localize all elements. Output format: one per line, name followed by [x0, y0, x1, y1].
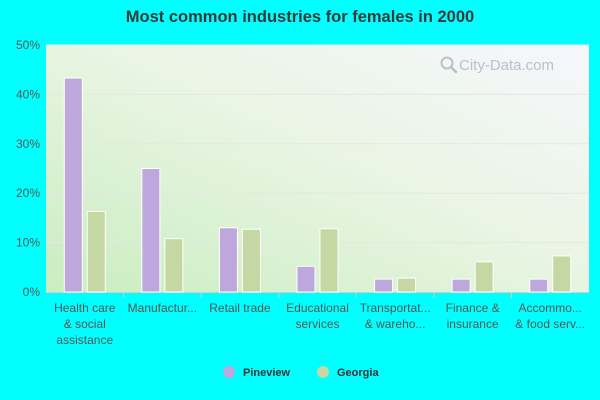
legend-label-pineview: Pineview	[243, 367, 291, 379]
bar-pineview-3[interactable]	[296, 265, 316, 293]
bar-georgia-1[interactable]	[164, 238, 184, 293]
bar-pineview-0[interactable]	[63, 77, 83, 293]
x-category-label: & food serv...	[515, 317, 585, 331]
legend-label-georgia: Georgia	[337, 367, 379, 379]
x-category-label: Retail trade	[209, 301, 271, 315]
bar-georgia-2[interactable]	[241, 228, 261, 293]
y-tick-label: 0%	[23, 285, 41, 299]
bar-pineview-2[interactable]	[218, 227, 238, 293]
x-category-label: Health care	[54, 301, 116, 315]
x-category-label: services	[295, 317, 339, 331]
x-category-label: insurance	[447, 317, 499, 331]
legend-swatch-georgia	[317, 366, 329, 378]
watermark-text: City-Data.com	[459, 57, 554, 74]
y-tick-label: 40%	[16, 87, 40, 101]
y-tick-label: 50%	[16, 38, 40, 52]
y-tick-label: 10%	[16, 236, 40, 250]
x-category-label: & social	[64, 317, 106, 331]
bar-georgia-5[interactable]	[474, 261, 494, 293]
x-category-label: & wareho...	[365, 317, 426, 331]
x-category-label: Finance &	[446, 301, 500, 315]
plot-area	[46, 45, 589, 292]
x-category-label: Manufactur...	[128, 301, 197, 315]
chart-title: Most common industries for females in 20…	[125, 8, 475, 26]
watermark: City-Data.com	[440, 56, 554, 74]
x-category-label: Educational	[286, 301, 349, 315]
bar-pineview-6[interactable]	[529, 278, 549, 293]
bar-pineview-1[interactable]	[141, 168, 161, 293]
y-tick-label: 20%	[16, 186, 40, 200]
y-tick-label: 30%	[16, 137, 40, 151]
x-category-label: assistance	[56, 333, 113, 347]
magnifier-icon	[440, 56, 458, 74]
legend-swatch-pineview	[223, 366, 235, 378]
bar-pineview-4[interactable]	[374, 278, 394, 293]
x-category-label: Transportat...	[360, 301, 431, 315]
bar-georgia-4[interactable]	[397, 277, 417, 293]
bar-georgia-0[interactable]	[86, 210, 106, 293]
x-category-label: Accommo...	[519, 301, 582, 315]
bar-georgia-6[interactable]	[552, 255, 572, 293]
bar-georgia-3[interactable]	[319, 228, 339, 293]
bar-pineview-5[interactable]	[451, 278, 471, 293]
